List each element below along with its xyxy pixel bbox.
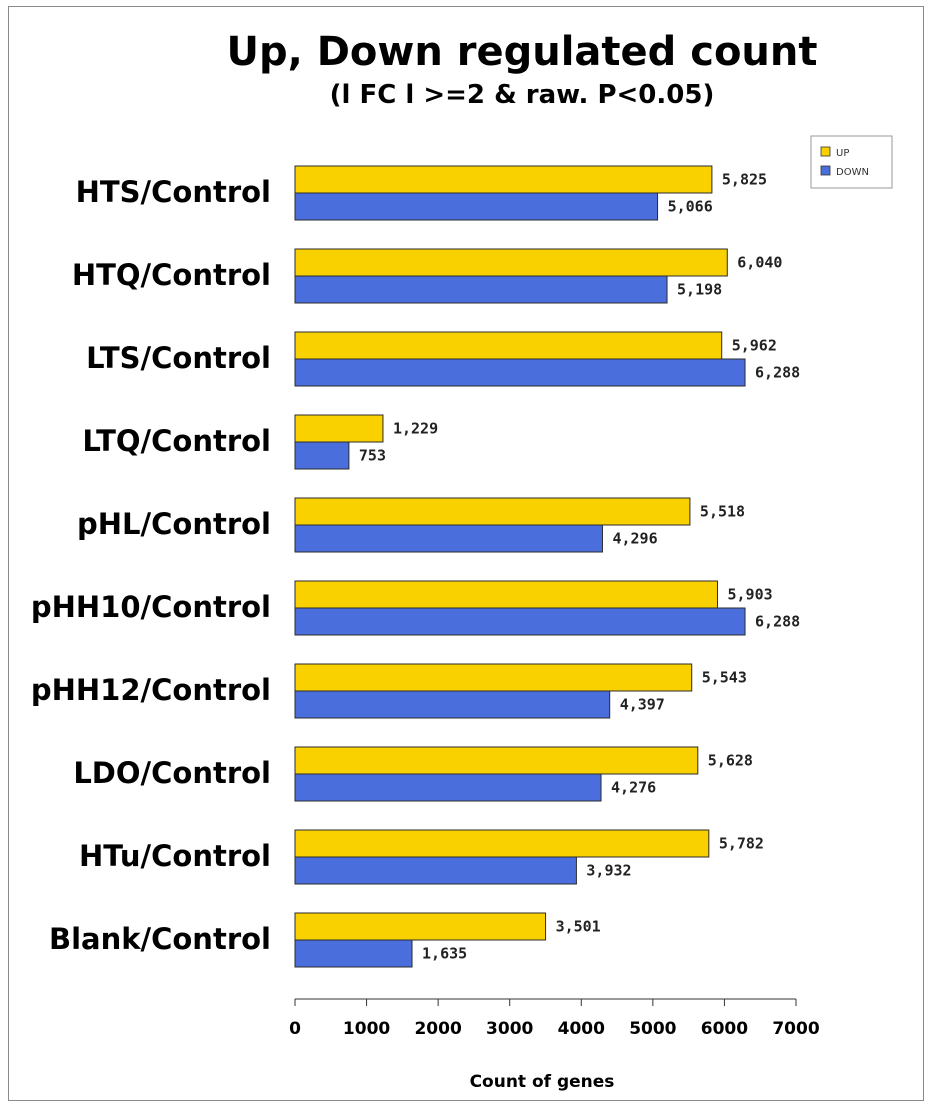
bar-up <box>294 331 723 360</box>
bar-up <box>294 829 710 858</box>
bar-up <box>294 912 547 941</box>
category-label: LDO/Control <box>73 756 271 790</box>
bar-up <box>294 248 728 277</box>
bar-down <box>294 939 413 968</box>
category-label: LTS/Control <box>86 341 271 375</box>
bar-down <box>294 275 668 304</box>
legend-swatch-down <box>820 165 831 176</box>
category-label: LTQ/Control <box>82 424 271 458</box>
bars-layer: HTS/Control 5,825 5,066 HTQ/Control 6,040 5,1… <box>31 165 800 968</box>
data-label-up: 1,229 <box>393 420 438 438</box>
data-label-up: 5,825 <box>722 171 767 189</box>
bar-up <box>294 580 718 609</box>
data-label-down: 3,932 <box>586 862 631 880</box>
x-axis: 0 1000 2000 3000 4000 5000 6000 7000 <box>289 998 820 1039</box>
bar-down <box>294 856 577 885</box>
bar-chart: Up, Down regulated count (l FC l >=2 & r… <box>31 29 893 1092</box>
x-axis-title: Count of genes <box>470 1072 615 1092</box>
data-label-down: 6,288 <box>755 364 800 382</box>
chart-subtitle: (l FC l >=2 & raw. P<0.05) <box>330 80 715 110</box>
data-label-down: 4,296 <box>612 530 657 548</box>
x-tick-label: 4000 <box>558 1019 605 1039</box>
x-tick-label: 7000 <box>772 1019 819 1039</box>
x-tick-label: 6000 <box>701 1019 748 1039</box>
data-label-up: 6,040 <box>737 254 782 272</box>
x-tick-label: 2000 <box>414 1019 461 1039</box>
bar-down <box>294 192 659 221</box>
category-label: pHH10/Control <box>31 590 271 624</box>
x-tick-label: 3000 <box>486 1019 533 1039</box>
category-label: HTS/Control <box>76 175 271 209</box>
data-label-up: 3,501 <box>556 918 601 936</box>
data-label-up: 5,962 <box>732 337 777 355</box>
legend-swatch-up <box>820 146 831 157</box>
data-label-down: 753 <box>359 447 386 465</box>
bar-up <box>294 414 384 443</box>
chart-frame: Up, Down regulated count (l FC l >=2 & r… <box>8 6 924 1101</box>
category-label: pHL/Control <box>77 507 271 541</box>
category-label: HTu/Control <box>79 839 271 873</box>
data-label-up: 5,543 <box>702 669 747 687</box>
data-label-down: 5,066 <box>668 198 713 216</box>
data-label-down: 4,397 <box>620 696 665 714</box>
data-label-down: 1,635 <box>422 945 467 963</box>
bar-up <box>294 165 713 194</box>
data-label-down: 5,198 <box>677 281 722 299</box>
category-label: pHH12/Control <box>31 673 271 707</box>
data-label-down: 6,288 <box>755 613 800 631</box>
bar-down <box>294 607 746 636</box>
bar-up <box>294 746 699 775</box>
legend: UP DOWN <box>810 135 893 189</box>
bar-up <box>294 497 691 526</box>
data-label-down: 4,276 <box>611 779 656 797</box>
x-tick-label: 0 <box>289 1019 301 1039</box>
x-tick-label: 1000 <box>343 1019 390 1039</box>
category-label: Blank/Control <box>49 922 271 956</box>
legend-label-up: UP <box>836 148 849 159</box>
x-tick-label: 5000 <box>629 1019 676 1039</box>
bar-down <box>294 773 602 802</box>
data-label-up: 5,903 <box>727 586 772 604</box>
bar-up <box>294 663 693 692</box>
data-label-up: 5,782 <box>719 835 764 853</box>
data-label-up: 5,518 <box>700 503 745 521</box>
category-label: HTQ/Control <box>72 258 271 292</box>
bar-down <box>294 358 746 387</box>
bar-down <box>294 690 611 719</box>
data-label-up: 5,628 <box>708 752 753 770</box>
bar-down <box>294 441 350 470</box>
bar-down <box>294 524 603 553</box>
legend-box <box>810 135 893 189</box>
chart-title: Up, Down regulated count <box>226 29 817 75</box>
legend-label-down: DOWN <box>836 167 869 178</box>
